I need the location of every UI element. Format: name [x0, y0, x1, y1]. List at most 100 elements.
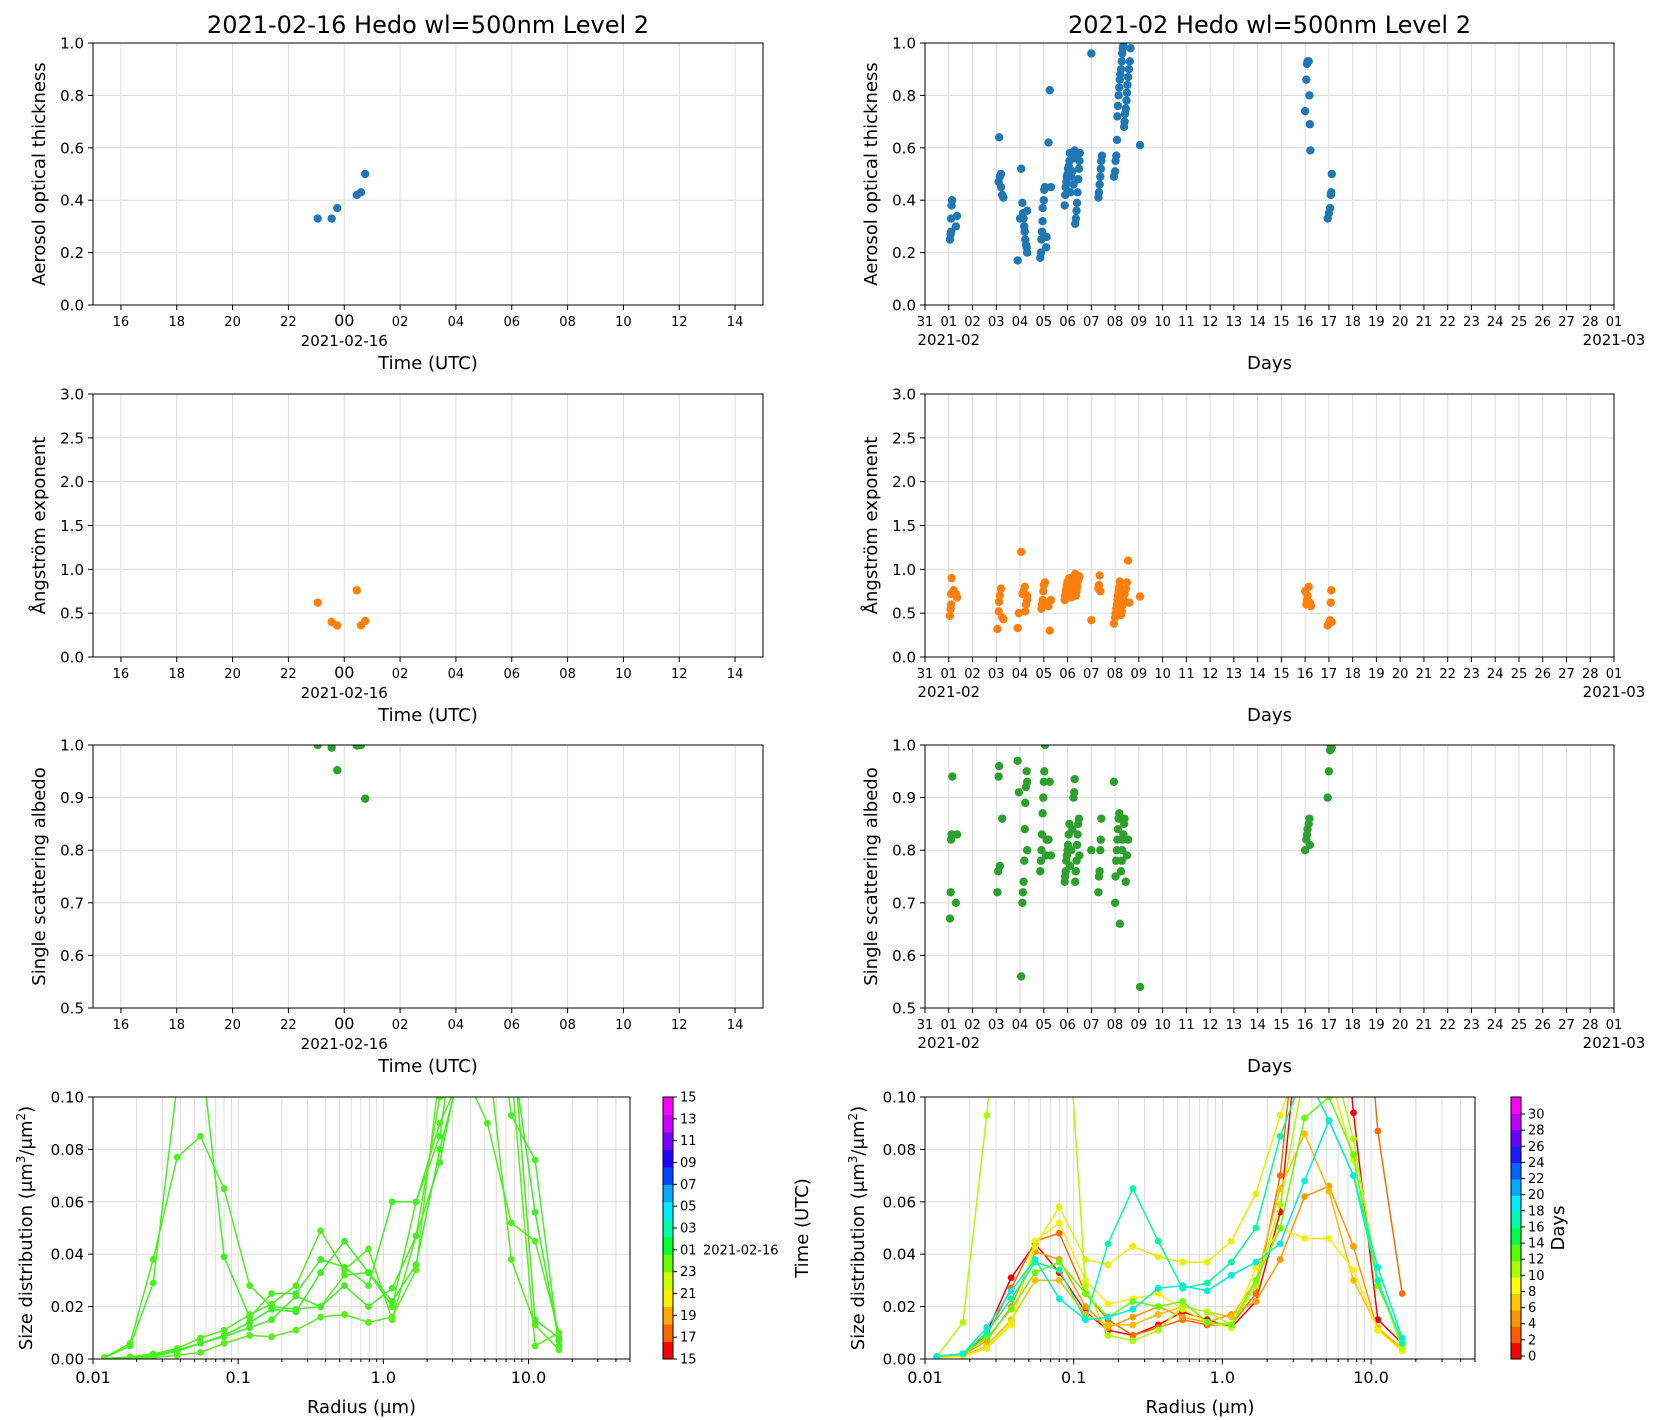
axes-frame: [92, 42, 764, 306]
x-tick-label: 07: [1083, 667, 1100, 682]
series-point: [268, 1290, 276, 1297]
colorbar-segment: [1511, 1162, 1521, 1180]
data-point: [952, 593, 962, 602]
x-tick-label: 02: [392, 1018, 409, 1033]
data-point: [1325, 203, 1335, 213]
x-tick-label: 18: [168, 1018, 185, 1033]
y-tick-label: 0.00: [51, 1351, 84, 1369]
x-axis-label: Days: [1247, 353, 1292, 374]
series-point: [959, 1318, 967, 1326]
series-point: [933, 1352, 941, 1359]
series-line: [104, 1097, 560, 1359]
x-tick-label: 20: [224, 667, 241, 682]
series-point: [1129, 1313, 1137, 1321]
plot-data: [945, 745, 1336, 992]
data-point: [993, 888, 1002, 897]
series-line: [936, 1097, 1403, 1358]
y-axis-label: Aerosol optical thickness: [29, 62, 50, 285]
y-tick-label: 0.4: [892, 192, 916, 210]
data-point: [1073, 830, 1082, 839]
colorbar-tick-label: 05: [680, 1200, 697, 1215]
data-point: [1068, 167, 1077, 176]
series-point: [149, 1256, 157, 1263]
x-tick-label: 13: [1226, 667, 1243, 682]
y-axis-label: Ångström exponent: [860, 437, 882, 615]
x-tick-label: 14: [1249, 315, 1266, 330]
data-point: [996, 169, 1006, 179]
series-point: [220, 1326, 228, 1334]
series-point: [1154, 1326, 1162, 1334]
x-tick-label: 22: [280, 315, 297, 330]
x-tick-label: 03: [988, 667, 1005, 682]
series-point: [1350, 1172, 1357, 1179]
plot-data: [945, 547, 1336, 635]
x-month-label: 2021-03: [1583, 683, 1646, 701]
y-tick-label: 0.8: [892, 87, 916, 105]
y-tick-label: 0.7: [60, 894, 84, 912]
series-point: [1179, 1258, 1186, 1266]
series-point: [460, 884, 467, 891]
data-point: [313, 598, 322, 607]
data-point: [333, 766, 342, 775]
x-tick-label: 18: [1344, 667, 1361, 682]
series-point: [268, 1333, 276, 1341]
x-tick-label: 20: [224, 315, 241, 330]
data-point: [1120, 117, 1129, 126]
panel-size-dist-month: 0.01 0.1 1.0 10.0 0.00 0.02 0.04 0.06 0.08 0.10 Ra…: [846, 1089, 1569, 1419]
data-point: [1122, 578, 1132, 587]
data-point: [1303, 591, 1312, 600]
x-tick-label: 01: [940, 1018, 957, 1033]
panel-aot-month: 31 01 02 03 04 05 06 07 08 09 10 11 12 13 14 15 16 17 18 19…: [861, 11, 1645, 374]
data-point: [1096, 172, 1105, 181]
y-tick-label: 3.0: [892, 386, 916, 404]
colorbar-segment: [1511, 1211, 1521, 1229]
data-point: [1110, 167, 1120, 176]
series-point: [1104, 1321, 1112, 1329]
y-tick-label: 1.0: [892, 35, 916, 53]
colorbar-tick-label: 12: [1528, 1253, 1545, 1268]
y-tick-label: 0.02: [883, 1298, 916, 1316]
y-tick-label: 0.7: [892, 894, 916, 912]
x-tick-label: 12: [1202, 1018, 1219, 1033]
y-tick-label: 2.0: [60, 473, 84, 491]
x-tick-label: 22: [1439, 315, 1456, 330]
y-tick-label: 0.0: [892, 297, 916, 315]
x-tick-label: 06: [503, 315, 520, 330]
series-point: [1398, 1345, 1406, 1352]
x-tick-label: 17: [1321, 667, 1338, 682]
data-point: [1021, 607, 1030, 616]
y-axis-label: Aerosol optical thickness: [861, 62, 882, 285]
x-tick-label: 02: [964, 315, 981, 330]
x-tick-label: 07: [1083, 1018, 1100, 1033]
y-label-superscript: 2: [14, 1113, 28, 1121]
data-point: [1121, 877, 1130, 886]
data-point: [1014, 608, 1024, 618]
data-point: [1039, 587, 1048, 596]
x-tick-label: 10: [615, 1018, 632, 1033]
y-tick-label: 0.0: [892, 649, 916, 667]
x-month-label: 2021-03: [1583, 331, 1646, 349]
data-point: [1125, 57, 1134, 66]
data-point: [1017, 547, 1026, 556]
data-point: [1120, 814, 1129, 823]
colorbar-segment: [1511, 1326, 1521, 1344]
x-tick-label: 11: [1178, 315, 1195, 330]
series-point: [197, 1349, 204, 1356]
y-axis-label: Ångström exponent: [28, 437, 50, 615]
x-tick-label: 14: [727, 1018, 744, 1033]
series-line: [936, 1221, 1403, 1359]
data-point: [994, 772, 1003, 781]
x-month-label: 2021-03: [1583, 1034, 1646, 1052]
data-point: [1072, 206, 1081, 215]
data-point: [1018, 198, 1027, 208]
x-tick-label: 10: [1154, 315, 1171, 330]
axes-frame: [92, 1096, 631, 1360]
colorbar-segment: [663, 1184, 673, 1203]
series-point: [1203, 1279, 1211, 1287]
data-point: [356, 188, 366, 197]
chart-title: 2021-02 Hedo wl=500nm Level 2: [1068, 11, 1471, 39]
plot-data: [313, 586, 370, 630]
series-point: [1228, 1271, 1235, 1279]
data-point: [1094, 888, 1103, 897]
